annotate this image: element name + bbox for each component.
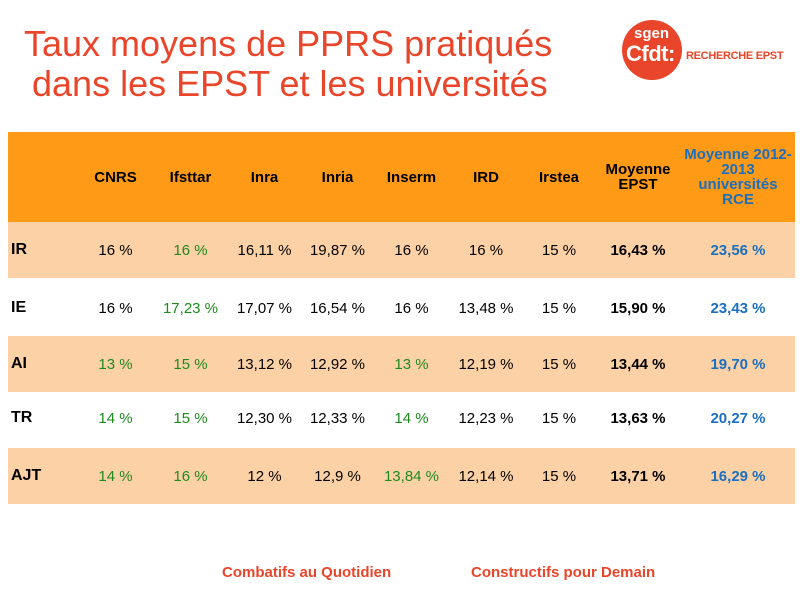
- table-row: AI 13 % 15 % 13,12 % 12,92 % 13 % 12,19 % 15 % 1…: [8, 336, 795, 392]
- rate-value: 12,23 %: [458, 409, 514, 427]
- footer-slogan-right: Constructifs pour Demain: [471, 564, 656, 581]
- rate-value: 16 %: [98, 241, 133, 259]
- row-label: IE: [11, 299, 27, 316]
- header-inra: Inra: [250, 168, 279, 186]
- header-moyenne-universites: Moyenne 2012-2013 universités RCE: [684, 146, 792, 208]
- rate-value: 13,12 %: [236, 355, 293, 373]
- logo-subtitle: RECHERCHE EPST: [686, 50, 784, 62]
- rate-value: 16 %: [394, 241, 429, 259]
- rate-value: 16 %: [173, 467, 208, 485]
- rate-value: 12,30 %: [236, 409, 293, 427]
- moyenne-epst-value: 13,44 %: [610, 355, 666, 373]
- table-row: TR 14 % 15 % 12,30 % 12,33 % 14 % 12,23 % 15 % 1…: [8, 392, 795, 444]
- page-title: Taux moyens de PPRS pratiqués dans les E…: [24, 24, 624, 104]
- footer-slogan-left: Combatifs au Quotidien: [222, 564, 392, 581]
- header-cnrs: CNRS: [94, 168, 137, 186]
- rate-value: 16 %: [98, 299, 133, 317]
- rate-value: 14 %: [98, 409, 133, 427]
- table-row: AJT 14 % 16 % 12 % 12,9 % 13,84 % 12,14 % 15 % 1…: [8, 448, 795, 504]
- logo-circle-icon: [622, 20, 682, 80]
- rate-value: 12,19 %: [458, 355, 514, 373]
- header-irstea: Irstea: [538, 168, 580, 186]
- rate-value: 12,14 %: [458, 467, 514, 485]
- rate-value: 15 %: [541, 299, 577, 317]
- moyenne-epst-value: 13,71 %: [610, 467, 666, 485]
- moyenne-epst-value: 13,63 %: [610, 409, 666, 427]
- rate-value: 19,87 %: [309, 241, 366, 259]
- rate-value: 17,07 %: [236, 299, 293, 317]
- table-header-row: CNRS Ifsttar Inra Inria Inserm IRD Irste…: [8, 132, 795, 222]
- sgen-cfdt-logo: sgen Cfdt: RECHERCHE EPST: [622, 20, 800, 80]
- rate-value: 12,33 %: [309, 409, 366, 427]
- rate-value: 16 %: [173, 241, 208, 259]
- title-line-2: dans les EPST et les universités: [32, 63, 548, 104]
- rate-value: 16 %: [468, 241, 504, 259]
- rate-value: 15 %: [173, 355, 208, 373]
- logo-sgen-text: sgen: [634, 25, 670, 42]
- rate-value: 15 %: [173, 409, 208, 427]
- rate-value: 13,48 %: [458, 299, 514, 317]
- rate-value: 13 %: [394, 355, 429, 373]
- rate-value: 15 %: [541, 241, 577, 259]
- rate-value: 13 %: [98, 355, 133, 373]
- moyenne-universites-value: 23,43 %: [710, 299, 766, 317]
- table-row: IE 16 % 17,23 % 17,07 % 16,54 % 16 % 13,48 % 15…: [8, 284, 795, 332]
- rate-value: 12,9 %: [314, 467, 361, 485]
- rate-value: 14 %: [98, 467, 133, 485]
- moyenne-universites-value: 19,70 %: [710, 355, 766, 373]
- pprs-rates-table: CNRS Ifsttar Inra Inria Inserm IRD Irste…: [8, 132, 795, 504]
- logo-cfdt-text: Cfdt:: [626, 41, 675, 66]
- moyenne-epst-value: 16,43 %: [610, 241, 666, 259]
- row-label: AI: [11, 355, 27, 372]
- table-row: IR 16 % 16 % 16,11 % 19,87 % 16 % 16 % 15 % 16,4…: [8, 222, 795, 278]
- rate-value: 12,92 %: [309, 355, 366, 373]
- moyenne-universites-value: 23,56 %: [710, 241, 766, 259]
- row-label: TR: [11, 409, 33, 426]
- rate-value: 13,84 %: [383, 467, 440, 485]
- moyenne-epst-value: 15,90 %: [610, 299, 666, 317]
- header-inria: Inria: [321, 168, 354, 186]
- rate-value: 15 %: [541, 467, 577, 485]
- row-label: IR: [11, 241, 27, 258]
- rate-value: 16,11 %: [237, 241, 292, 259]
- rate-value: 12 %: [247, 467, 282, 485]
- rate-value: 17,23 %: [162, 299, 219, 317]
- header-ifsttar: Ifsttar: [169, 168, 212, 186]
- row-label: AJT: [11, 467, 42, 484]
- header-moyenne-epst: Moyenne EPST: [605, 161, 671, 193]
- moyenne-universites-value: 16,29 %: [710, 467, 766, 485]
- header-inserm: Inserm: [386, 168, 437, 186]
- rate-value: 15 %: [541, 409, 577, 427]
- rate-value: 16 %: [394, 299, 429, 317]
- rate-value: 16,54 %: [309, 299, 366, 317]
- moyenne-universites-value: 20,27 %: [710, 409, 766, 427]
- header-ird: IRD: [473, 168, 499, 186]
- title-line-1: Taux moyens de PPRS pratiqués: [24, 23, 553, 64]
- rate-value: 15 %: [541, 355, 577, 373]
- rate-value: 14 %: [394, 409, 429, 427]
